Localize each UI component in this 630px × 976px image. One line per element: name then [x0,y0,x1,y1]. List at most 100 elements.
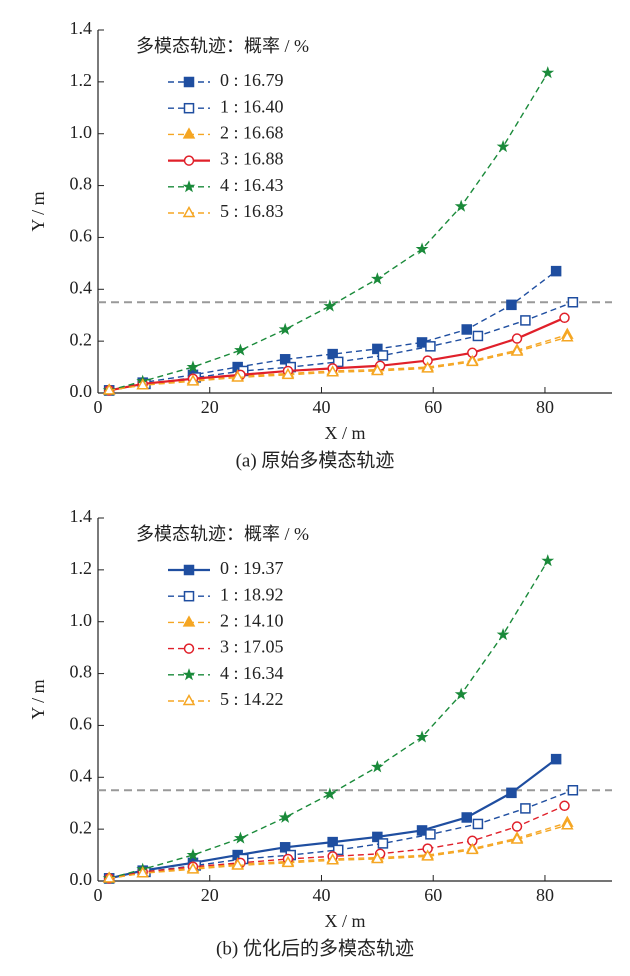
marker [323,787,337,800]
legend-label: 3 : 17.05 [220,637,284,657]
legend-label: 2 : 14.10 [220,611,284,631]
legend-marker [182,127,196,139]
y-axis-label: Y / m [28,679,48,719]
marker [506,787,517,799]
marker [454,199,468,212]
marker [371,363,384,376]
y-tick-label: 1.4 [70,18,93,38]
y-tick-label: 0.2 [70,329,93,349]
chart-a: 0.0 0.2 0.4 0.6 0.8 1.0 1.2 1.4 0 20 40 60 80 X / m Y … [28,18,612,471]
marker [370,272,384,285]
marker [102,383,116,395]
caption: (b) 优化后的多模态轨迹 [216,937,414,959]
x-tick-label: 20 [201,397,219,417]
marker [332,356,344,368]
y-tick-label: 0.8 [70,662,93,682]
x-axis-label: X / m [324,423,365,443]
x-tick-label: 0 [94,397,103,417]
y-tick-label: 1.2 [70,558,93,578]
legend-marker [182,693,196,706]
marker [461,324,472,335]
marker [327,348,338,360]
marker [371,851,384,864]
marker [377,838,389,849]
marker [506,299,517,311]
legend-label: 3 : 16.88 [220,149,284,169]
marker [186,848,200,861]
marker [461,812,472,823]
x-tick-label: 80 [536,397,554,417]
y-tick-label: 1.0 [70,122,93,142]
y-tick-label: 0.2 [70,817,93,837]
marker [370,760,384,773]
y-tick-label: 0.4 [70,277,93,297]
marker [541,66,555,79]
marker [425,341,436,352]
marker [541,554,555,567]
marker [550,265,562,277]
legend-label: 0 : 16.79 [220,70,284,90]
marker [567,297,579,308]
marker [425,829,436,840]
legend-label: 1 : 16.40 [220,96,284,116]
x-tick-label: 40 [312,397,330,417]
y-tick-label: 0.8 [70,174,93,194]
legend-marker [183,76,195,88]
marker [466,354,479,367]
y-tick-label: 1.2 [70,70,93,90]
marker [372,831,383,843]
series-line [108,560,549,880]
x-tick-label: 20 [201,885,219,905]
marker [326,365,339,377]
marker [323,299,337,312]
x-tick-label: 80 [536,885,554,905]
y-tick-label: 1.4 [70,506,93,526]
marker [327,836,338,848]
marker [234,831,247,844]
marker [454,687,468,700]
marker [472,330,484,342]
x-tick-label: 40 [312,885,330,905]
y-tick-label: 1.0 [70,610,93,630]
marker [421,849,434,861]
marker [332,844,344,856]
marker [421,361,434,373]
marker [281,855,295,868]
marker [559,800,570,812]
marker [496,627,510,641]
marker [136,378,149,390]
marker [472,818,484,830]
legend-marker [182,205,196,218]
x-axis-label: X / m [324,911,365,931]
x-tick-label: 60 [424,397,442,417]
marker [278,810,292,823]
marker [231,858,244,870]
marker [102,871,116,883]
y-tick-label: 0.6 [70,714,93,734]
marker [136,866,149,878]
legend-marker [182,615,196,627]
marker [279,354,291,365]
legend-marker [182,668,196,681]
x-tick-label: 60 [424,885,442,905]
marker [279,842,291,853]
legend-title: 多模态轨迹：概率 / % [136,524,309,544]
marker [567,785,579,796]
legend-label: 5 : 16.83 [220,201,284,221]
series-line [108,72,549,392]
legend-label: 5 : 14.22 [220,689,284,709]
marker [561,330,574,342]
marker [231,370,244,382]
legend-label: 0 : 19.37 [220,558,284,578]
marker [377,350,389,361]
marker [559,312,570,324]
marker [520,803,531,814]
legend-marker [183,590,195,602]
legend-label: 4 : 16.34 [220,663,284,683]
legend-marker [183,643,195,654]
marker [372,343,383,355]
legend-label: 1 : 18.92 [220,584,284,604]
marker [511,821,523,832]
